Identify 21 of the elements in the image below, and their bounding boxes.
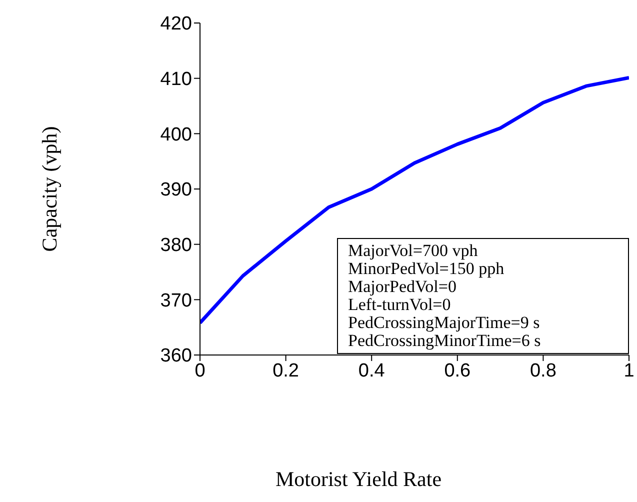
x-tick-label: 0.4 <box>358 360 386 382</box>
annotation: Left-turnVol=0 <box>348 295 451 314</box>
x-tick-label: 0.8 <box>530 360 556 382</box>
annotation: MajorVol=700 vph <box>348 241 479 260</box>
x-tick-label: 0.2 <box>272 360 300 382</box>
y-tick-label: 360 <box>160 346 192 367</box>
y-tick-label: 410 <box>160 69 192 90</box>
y-tick-label: 420 <box>160 14 192 35</box>
y-tick-label: 370 <box>160 290 192 312</box>
y-tick-label: 380 <box>160 235 192 256</box>
annotation: PedCrossingMajorTime=9 s <box>348 313 541 332</box>
annotation: PedCrossingMinorTime=6 s <box>348 331 542 350</box>
x-tick-label: 0 <box>194 360 206 382</box>
annotation: MinorPedVol=150 pph <box>348 259 506 278</box>
x-tick-label: 0.6 <box>444 360 471 382</box>
y-tick-label: 400 <box>160 124 192 146</box>
y-tick-label: 390 <box>160 180 192 201</box>
y-axis-title: Capacity (vph) <box>38 126 62 252</box>
x-axis-title: Motorist Yield Rate <box>274 467 443 492</box>
annotation: MajorPedVol=0 <box>348 277 458 296</box>
x-tick-label: 1 <box>624 360 634 382</box>
